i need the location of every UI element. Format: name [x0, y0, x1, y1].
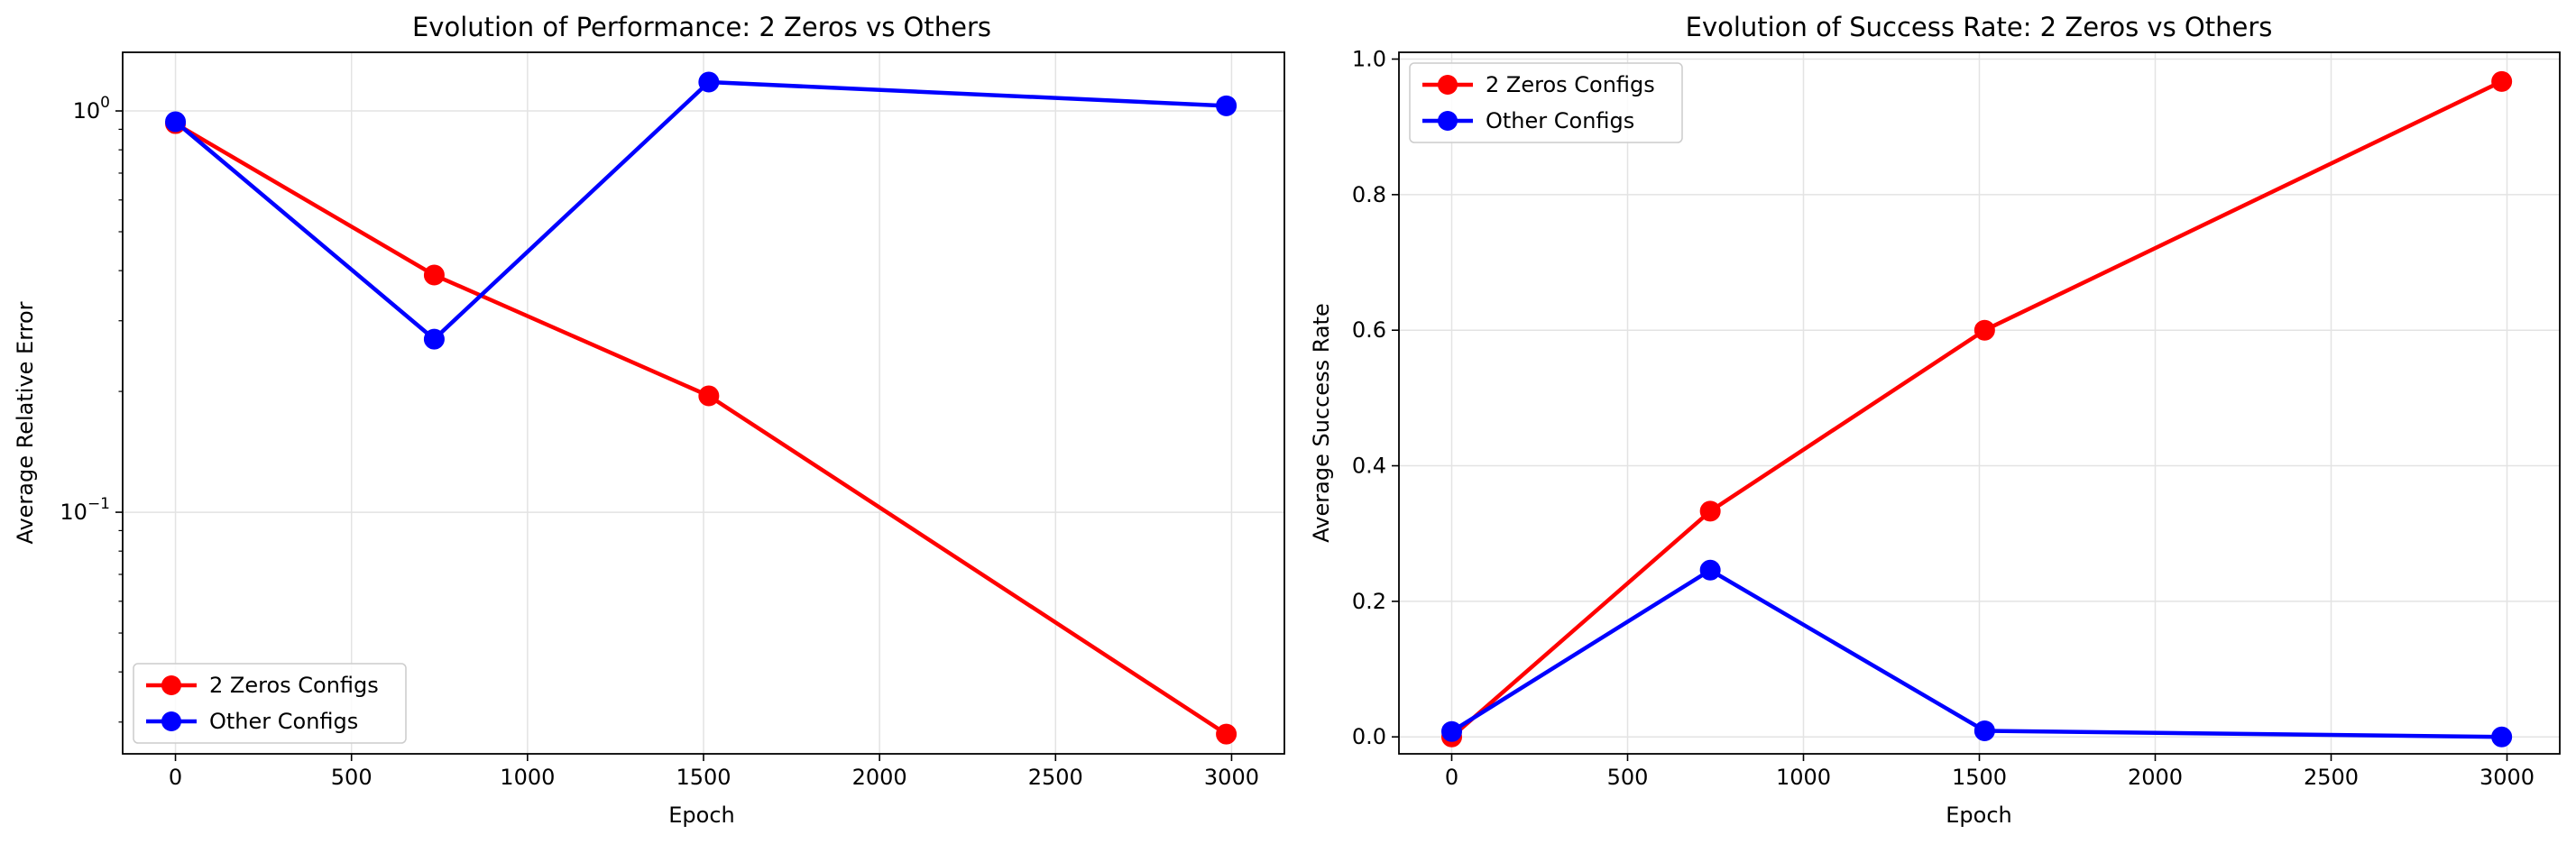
y-tick-label: 0.8 — [1352, 182, 1386, 207]
series-line — [174, 122, 1228, 736]
y-axis-label: Average Success Rate — [1309, 303, 1334, 542]
data-point — [423, 328, 445, 350]
legend-marker — [161, 711, 181, 731]
x-tick-label: 0 — [169, 765, 182, 790]
data-point — [698, 71, 720, 93]
x-tick-label: 2000 — [852, 765, 907, 790]
legend-item: 2 Zeros Configs — [1422, 72, 1655, 97]
series-0 — [165, 113, 1237, 745]
legend-item: 2 Zeros Configs — [146, 673, 379, 698]
x-axis-label: Epoch — [1946, 803, 2012, 828]
x-tick-label: 1000 — [1776, 765, 1831, 790]
grid — [1399, 52, 2560, 754]
y-tick-label: 100 — [73, 94, 110, 124]
y-tick-label: 0.0 — [1352, 724, 1386, 749]
y-tick-label: 1.0 — [1352, 47, 1386, 72]
series-0 — [1441, 70, 2513, 748]
x-axis-label: Epoch — [668, 803, 735, 828]
series-line — [1450, 568, 2502, 739]
legend-label: 2 Zeros Configs — [209, 673, 379, 698]
legend-label: Other Configs — [1486, 108, 1634, 133]
data-point — [423, 264, 445, 286]
x-tick-label: 500 — [1607, 765, 1649, 790]
x-tick-label: 2000 — [2128, 765, 2183, 790]
data-point — [1216, 95, 1237, 116]
series-1 — [165, 71, 1237, 350]
x-tick-label: 500 — [331, 765, 373, 790]
chart-success-rate: Evolution of Success Rate: 2 Zeros vs Ot… — [1309, 12, 2561, 828]
x-tick-label: 1500 — [1952, 765, 2007, 790]
legend-box — [133, 663, 407, 744]
data-point — [2491, 70, 2513, 92]
legend-marker — [1438, 75, 1458, 95]
x-tick-label: 3000 — [2479, 765, 2535, 790]
data-point — [1699, 559, 1721, 581]
legend-marker — [1438, 111, 1458, 131]
legend-item: Other Configs — [1422, 108, 1634, 133]
legend-box — [1409, 62, 1683, 143]
y-axis-label: Average Relative Error — [13, 301, 38, 544]
data-point — [165, 111, 187, 133]
data-point — [2491, 726, 2513, 748]
y-tick-label: 0.6 — [1352, 317, 1386, 343]
data-point — [1699, 500, 1721, 522]
y-tick-label: 10−1 — [60, 495, 110, 525]
data-point — [1973, 319, 1995, 341]
chart-performance: Evolution of Performance: 2 Zeros vs Oth… — [13, 12, 1285, 828]
chart-title: Evolution of Performance: 2 Zeros vs Oth… — [412, 12, 991, 42]
chart-title: Evolution of Success Rate: 2 Zeros vs Ot… — [1686, 12, 2273, 42]
legend: 2 Zeros Configs Other Configs — [1409, 62, 1683, 143]
grid — [123, 52, 1284, 754]
data-point — [1441, 720, 1462, 742]
data-point — [698, 385, 720, 407]
y-tick-label: 0.2 — [1352, 589, 1386, 614]
x-tick-label: 2500 — [1028, 765, 1083, 790]
data-point — [1973, 720, 1995, 741]
legend-item: Other Configs — [146, 709, 358, 734]
legend: 2 Zeros Configs Other Configs — [133, 663, 407, 744]
series-1 — [1441, 559, 2513, 748]
x-tick-label: 0 — [1445, 765, 1458, 790]
data-point — [1216, 723, 1237, 745]
x-tick-label: 2500 — [2304, 765, 2359, 790]
y-tick-label: 0.4 — [1352, 454, 1386, 479]
series-line — [174, 79, 1227, 342]
legend-label: 2 Zeros Configs — [1486, 72, 1655, 97]
series-line — [1450, 79, 2503, 738]
x-tick-label: 1500 — [676, 765, 731, 790]
x-tick-label: 3000 — [1204, 765, 1259, 790]
legend-label: Other Configs — [209, 709, 358, 734]
legend-marker — [161, 675, 181, 695]
x-tick-label: 1000 — [500, 765, 555, 790]
